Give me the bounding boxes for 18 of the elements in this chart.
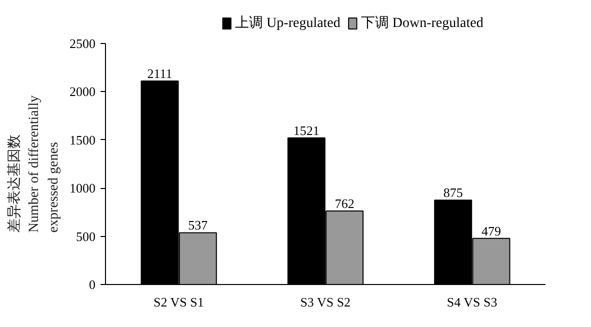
data-label: 2111 (147, 66, 172, 81)
data-label: 479 (481, 223, 501, 238)
y-tick-label: 2500 (70, 36, 96, 51)
legend-label: 下调 Down-regulated (360, 15, 484, 31)
y-axis-title: 差异表达基因数 Number of differentially expressed genes (6, 95, 62, 233)
x-tick-label: S3 VS S2 (300, 294, 351, 310)
x-tick-label: S2 VS S1 (154, 294, 204, 310)
data-label: 762 (334, 196, 354, 212)
data-label: 537 (188, 218, 208, 233)
y-tick-label: 1500 (70, 132, 96, 148)
y-tick-label: 2000 (70, 84, 96, 100)
y-tick-label: 500 (76, 228, 96, 244)
data-label: 875 (443, 185, 463, 200)
x-tick-label: S4 VS S3 (446, 294, 498, 310)
legend-label: 上调 Up-regulated (235, 15, 340, 31)
y-tick-label: 0 (89, 277, 96, 292)
data-label: 1521 (293, 122, 320, 138)
y-tick-label: 1000 (70, 180, 96, 196)
